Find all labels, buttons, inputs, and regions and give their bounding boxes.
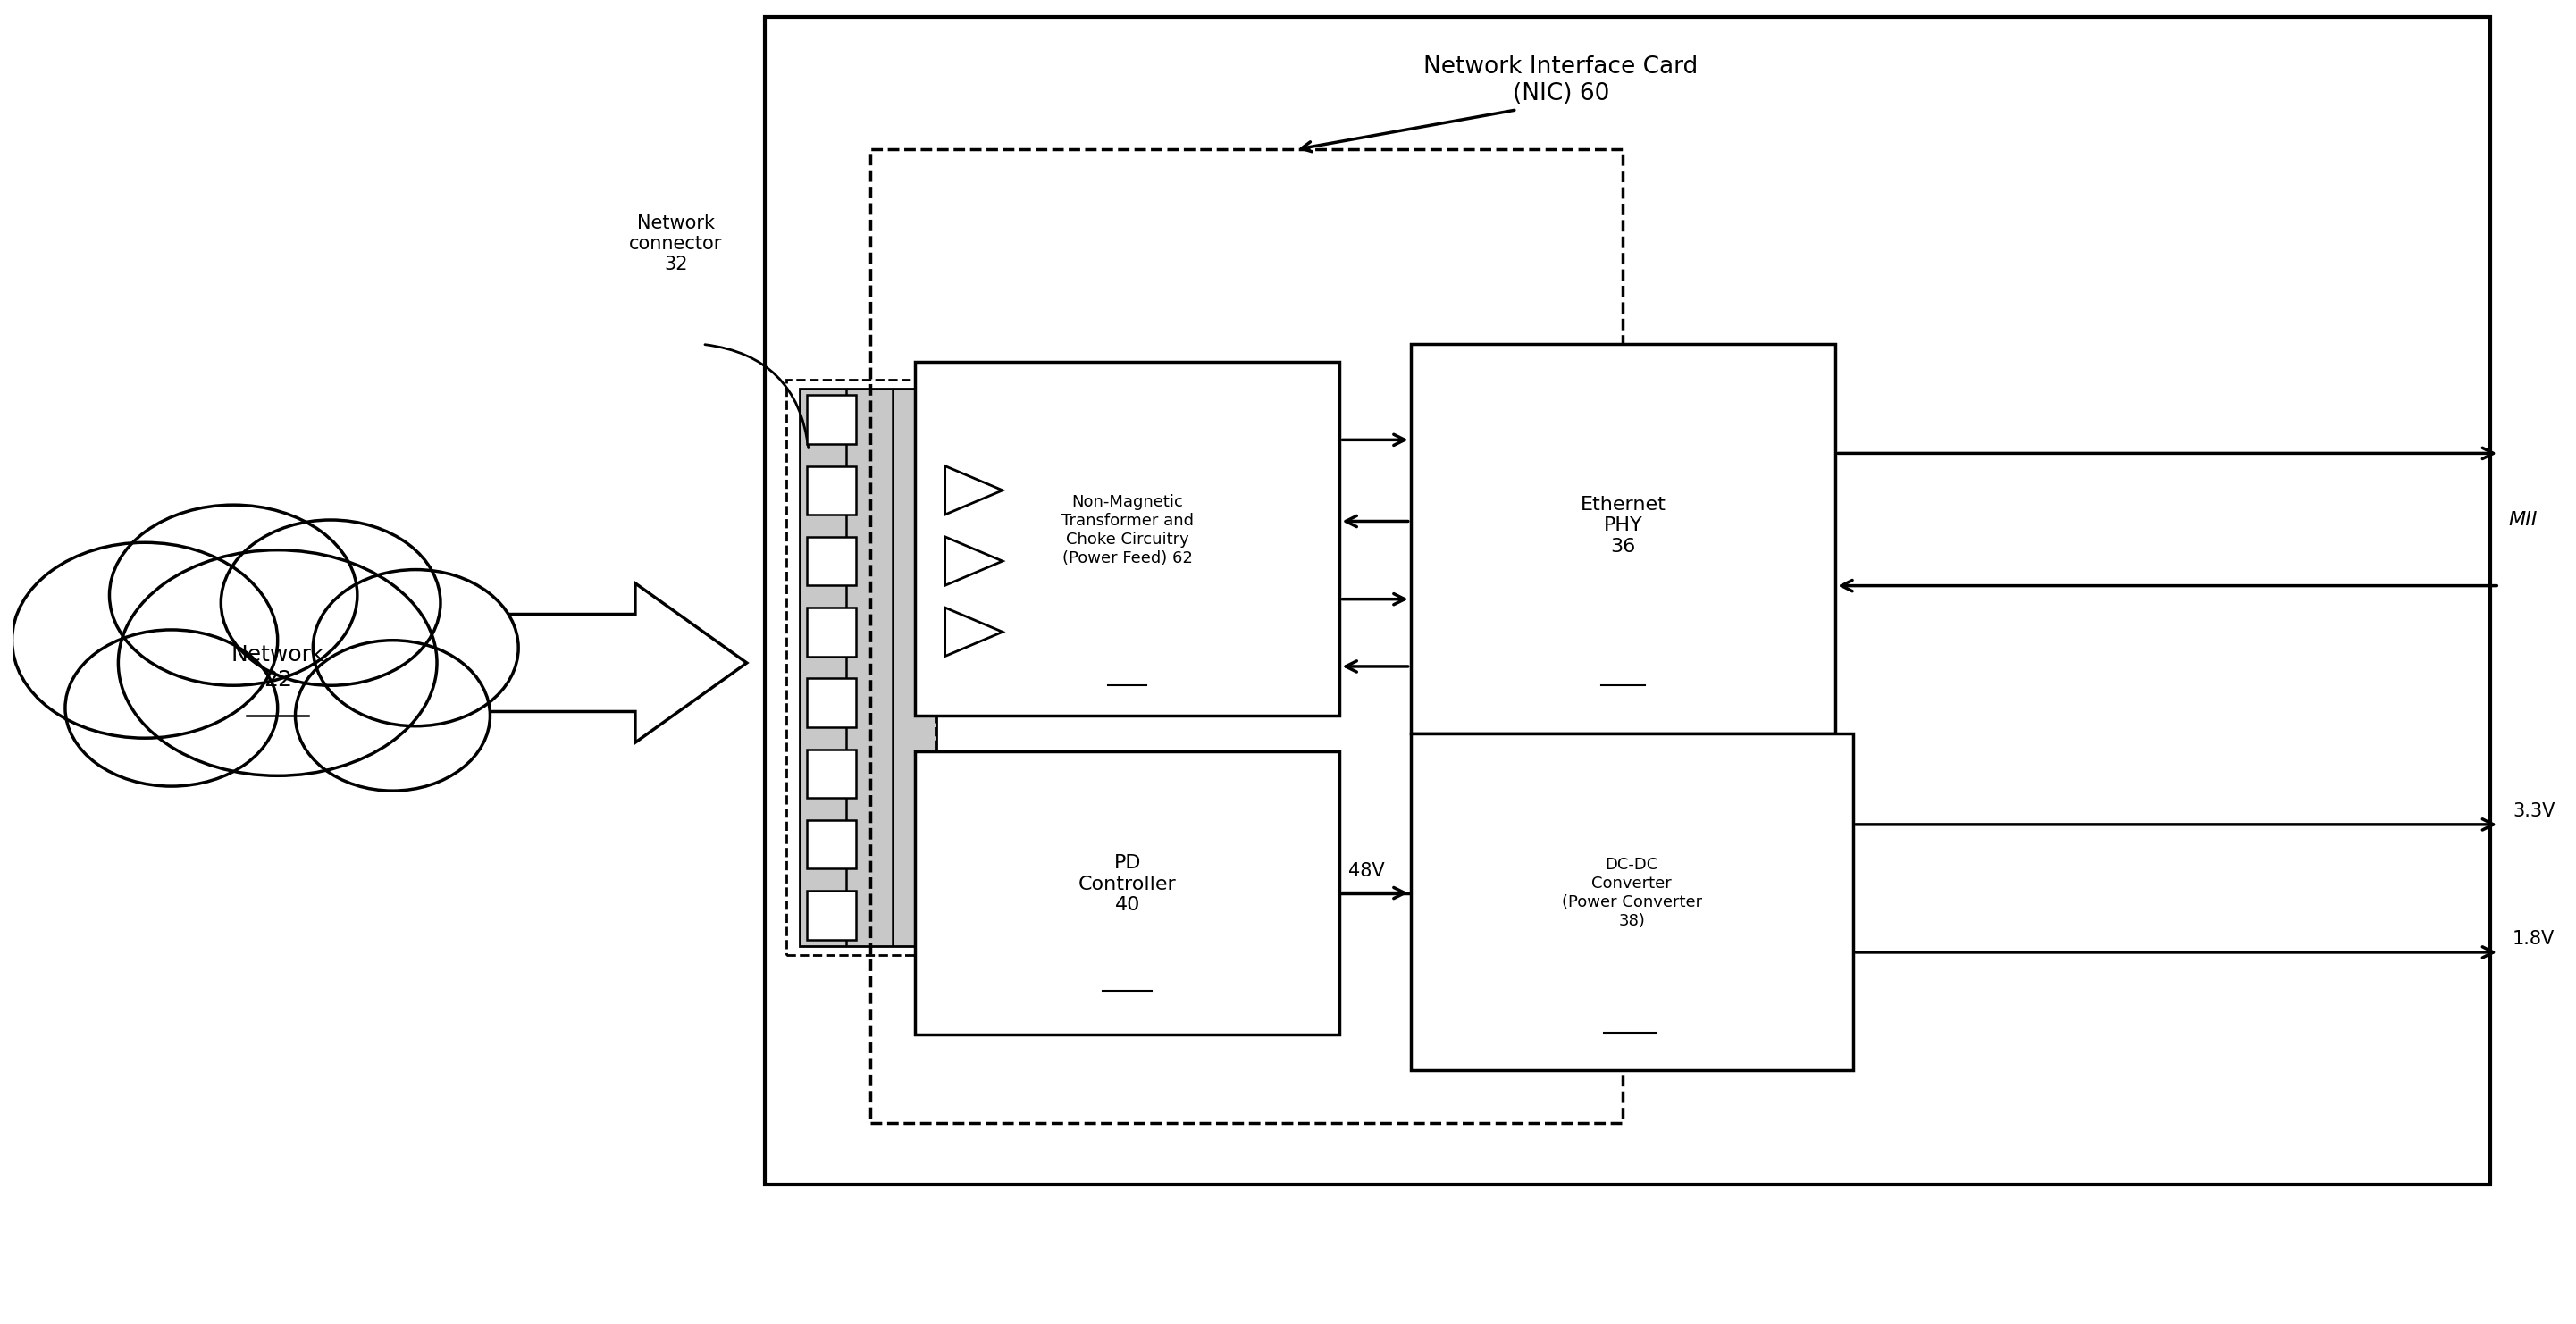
Text: Network
connector
32: Network connector 32 (629, 214, 721, 274)
Bar (914, 752, 1340, 1034)
Bar (1412, 344, 1837, 733)
Bar (806, 466, 855, 515)
Bar (765, 17, 2491, 1185)
Bar (806, 608, 855, 657)
Polygon shape (945, 536, 1002, 585)
Bar (806, 749, 855, 798)
Ellipse shape (222, 520, 440, 686)
Text: Non-Magnetic
Transformer and
Choke Circuitry
(Power Feed) 62: Non-Magnetic Transformer and Choke Circu… (1061, 494, 1193, 567)
Text: 48V: 48V (1347, 862, 1383, 879)
Bar (806, 678, 855, 727)
Ellipse shape (108, 504, 358, 686)
Bar (871, 150, 1623, 1123)
Text: Ethernet
PHY
36: Ethernet PHY 36 (1579, 496, 1667, 555)
Text: 3.3V: 3.3V (2512, 802, 2555, 820)
Text: DC-DC
Converter
(Power Converter
38): DC-DC Converter (Power Converter 38) (1561, 857, 1703, 929)
Text: Network
22: Network 22 (232, 645, 325, 690)
Bar (806, 891, 855, 940)
Text: PD
Controller
40: PD Controller 40 (1079, 854, 1177, 914)
Bar (786, 380, 935, 955)
Ellipse shape (296, 641, 489, 790)
Bar (799, 388, 935, 947)
Bar (1412, 733, 1852, 1070)
Text: MII: MII (2509, 511, 2537, 528)
Text: Network Interface Card
(NIC) 60: Network Interface Card (NIC) 60 (1425, 56, 1698, 106)
Polygon shape (945, 608, 1002, 657)
Ellipse shape (314, 569, 518, 726)
Bar (806, 536, 855, 585)
Bar (914, 361, 1340, 716)
Ellipse shape (13, 543, 278, 737)
Ellipse shape (118, 549, 438, 776)
Ellipse shape (64, 630, 278, 786)
Polygon shape (945, 466, 1002, 515)
Polygon shape (482, 584, 747, 743)
Text: 1.8V: 1.8V (2512, 929, 2555, 948)
Bar (806, 820, 855, 869)
Bar (806, 395, 855, 444)
